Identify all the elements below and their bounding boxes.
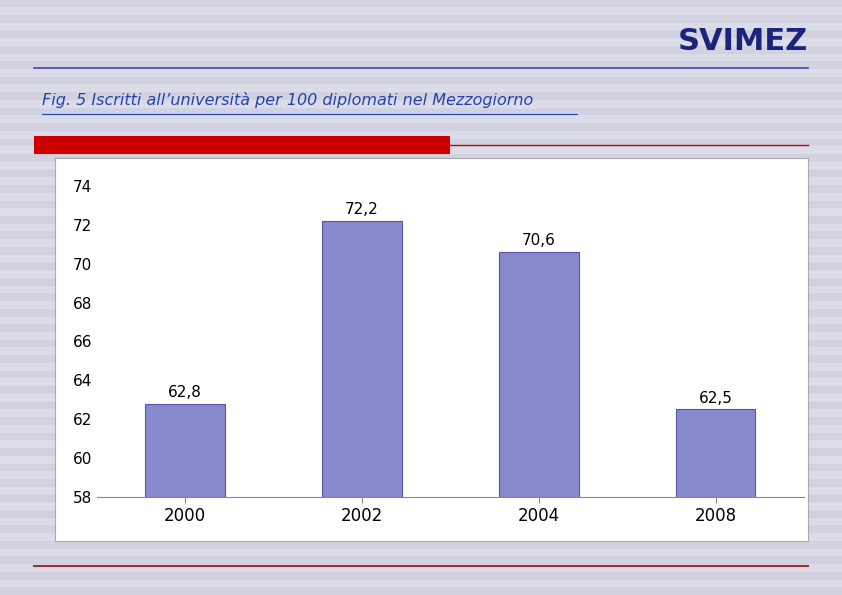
Bar <box>0 556 842 564</box>
Bar <box>0 216 842 224</box>
Bar <box>0 77 842 84</box>
Bar <box>0 0 842 7</box>
Bar <box>0 108 842 115</box>
Bar <box>0 15 842 23</box>
Bar <box>0 541 842 549</box>
Text: 62,8: 62,8 <box>168 385 202 400</box>
Bar <box>0 154 842 162</box>
Bar <box>0 355 842 363</box>
Bar <box>0 479 842 487</box>
Bar <box>0 262 842 270</box>
Bar <box>0 371 842 378</box>
Bar <box>0 525 842 533</box>
Bar <box>0 123 842 131</box>
Text: 70,6: 70,6 <box>522 233 556 248</box>
Bar <box>0 61 842 69</box>
Bar <box>0 448 842 456</box>
Bar <box>146 403 225 497</box>
Bar <box>0 201 842 208</box>
Bar <box>0 464 842 471</box>
Bar <box>0 417 842 425</box>
Bar <box>0 139 842 146</box>
Bar <box>0 433 842 440</box>
Text: 72,2: 72,2 <box>345 202 379 217</box>
Bar <box>322 221 402 497</box>
Bar <box>0 340 842 347</box>
Text: Fig. 5 Iscritti all’università per 100 diplomati nel Mezzogiorno: Fig. 5 Iscritti all’università per 100 d… <box>42 92 533 108</box>
Bar <box>676 409 755 497</box>
Bar <box>0 185 842 193</box>
Bar <box>0 30 842 38</box>
Bar <box>0 170 842 177</box>
Bar <box>0 510 842 518</box>
Bar <box>0 386 842 394</box>
Bar <box>0 293 842 301</box>
Bar <box>0 402 842 409</box>
Bar <box>0 231 842 239</box>
Bar <box>0 309 842 317</box>
Text: SVIMEZ: SVIMEZ <box>678 27 808 56</box>
Bar <box>0 92 842 100</box>
Bar <box>0 494 842 502</box>
Text: 62,5: 62,5 <box>699 390 733 406</box>
Bar <box>0 572 842 580</box>
Bar <box>0 278 842 286</box>
Bar <box>499 252 578 497</box>
Bar <box>0 247 842 255</box>
Bar <box>0 324 842 332</box>
Bar <box>0 587 842 595</box>
Bar <box>0 46 842 54</box>
